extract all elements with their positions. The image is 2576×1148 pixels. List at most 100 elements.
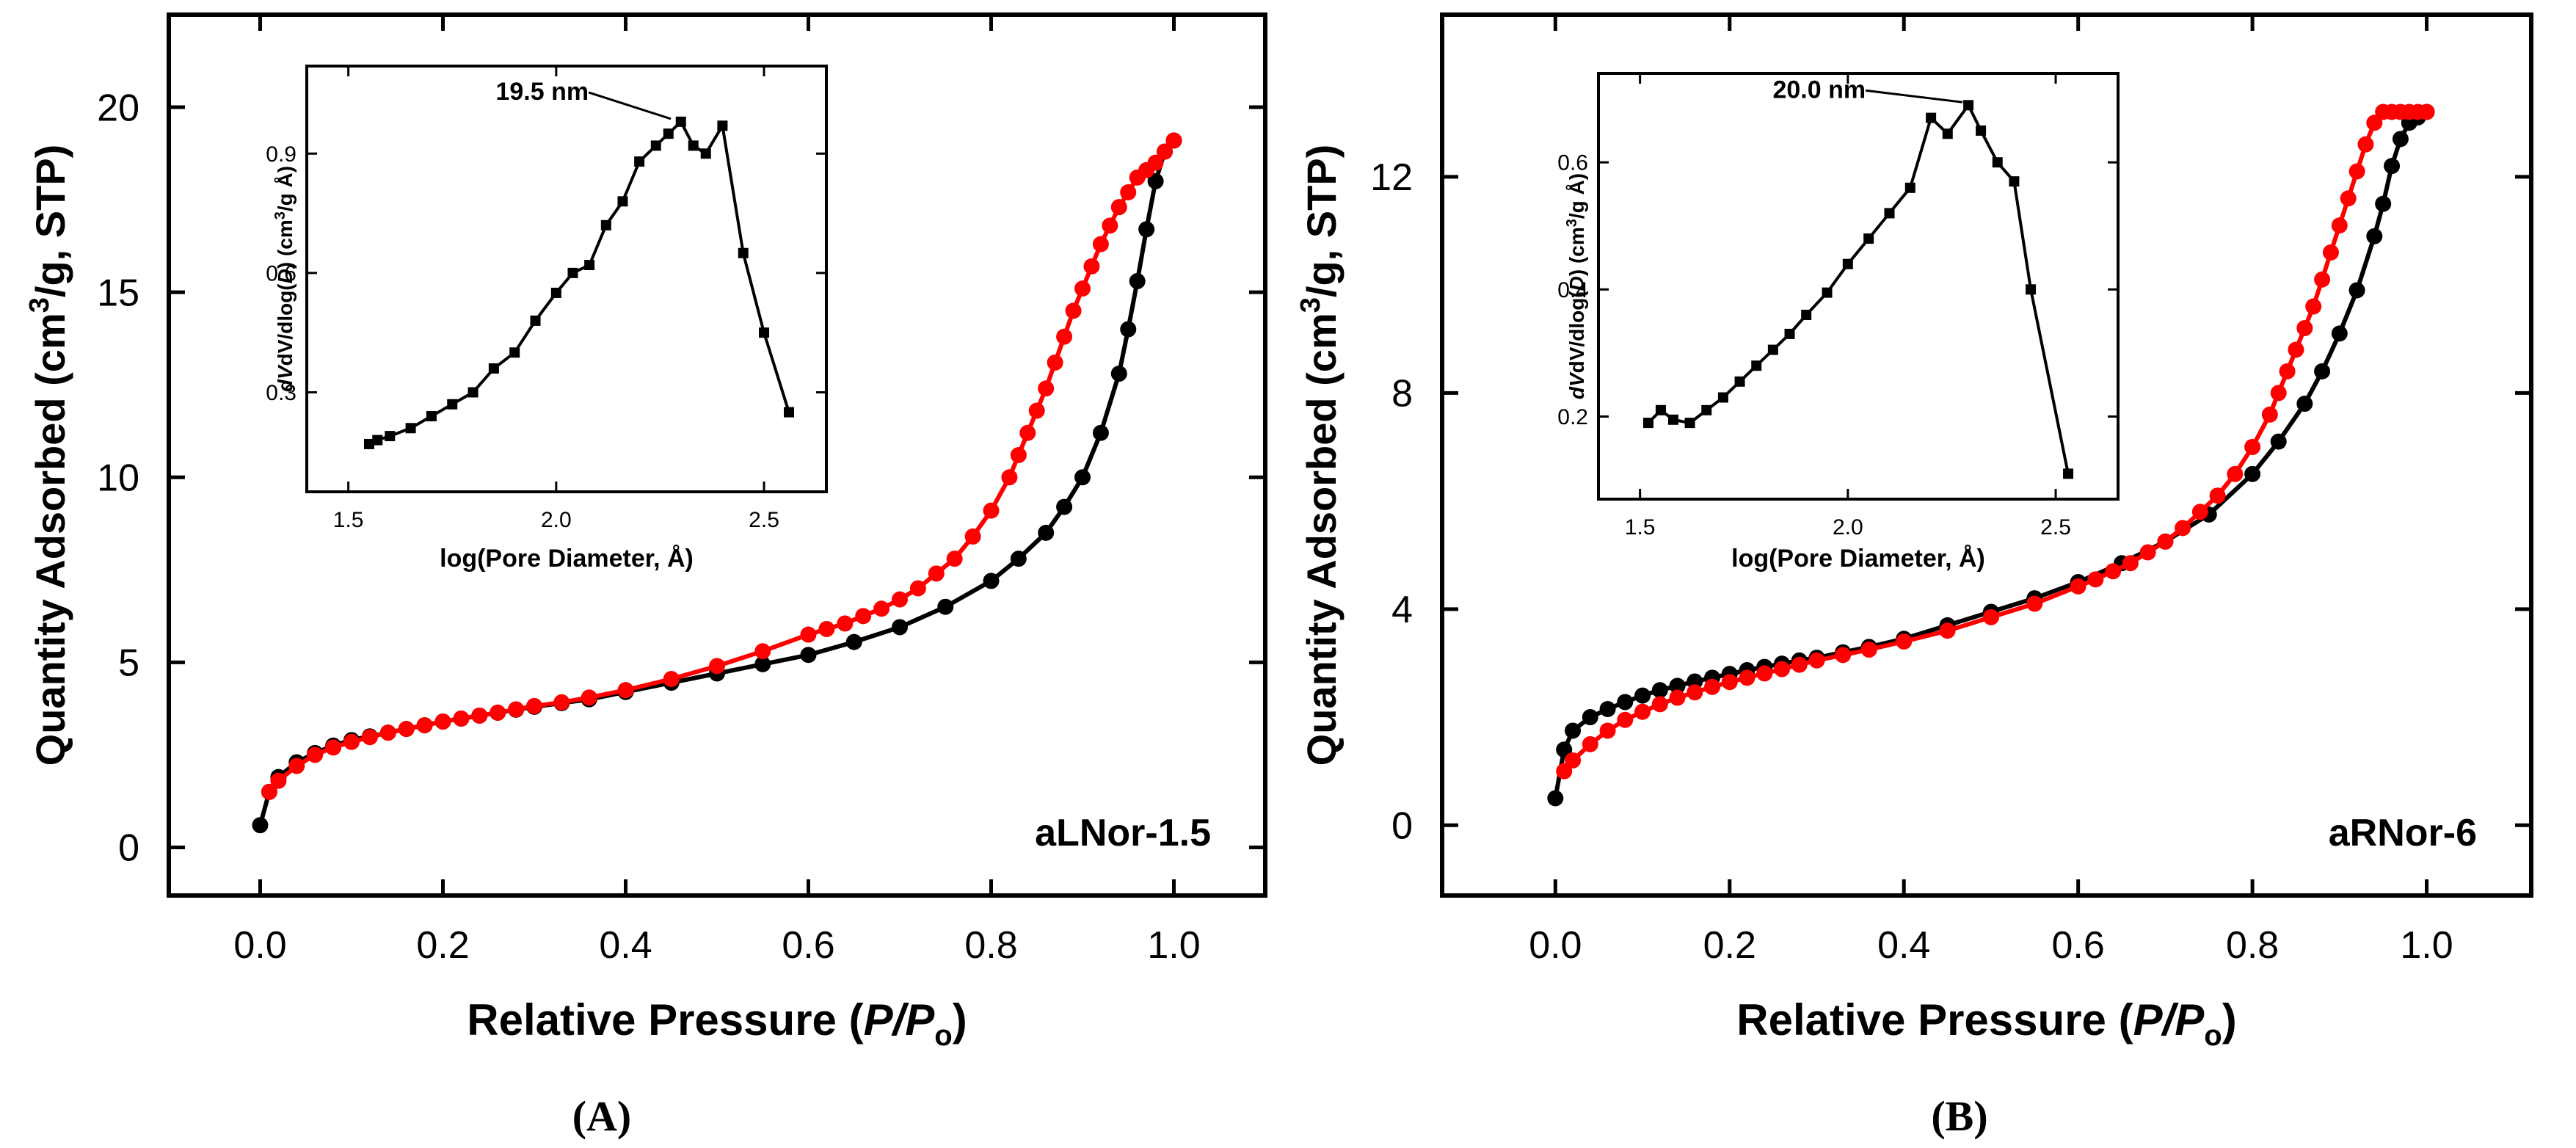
panel-b-x-axis-title: Relative Pressure (P/Po) (1736, 995, 2236, 1052)
panel-b-desorption-point (2279, 363, 2296, 379)
panel-b-desorption-point (1704, 678, 1721, 695)
panel-a-inset-psd-point (405, 423, 416, 434)
panel-a-y-title-part: 3 (24, 297, 55, 313)
panel-b-inset-x-tick-label: 1.5 (1625, 515, 1656, 540)
panel-b-inset-y-title-part: dV/dlog( (1565, 291, 1588, 374)
panel-a-y-title-part: /g, STP) (27, 145, 73, 297)
panel-b-peak-label: 20.0 nm (1772, 76, 1866, 103)
panel-b-inset-y-title-part: 3 (1564, 219, 1580, 227)
panel-b-desorption-point (1599, 722, 1616, 739)
panel-b-desorption-point (1617, 711, 1634, 728)
panel-b-adsorption-point (2331, 325, 2348, 342)
panel-a-desorption-point (983, 502, 1000, 519)
panel-a-adsorption-point (1092, 424, 1109, 441)
panel-b-desorption-point (1565, 752, 1582, 769)
panel-b-inset-y-title: dVdV/dlog(D) (cm3/g Å) (1564, 173, 1588, 399)
panel-b-inset-psd-point (1667, 414, 1678, 425)
panel-b-series-layer (1547, 103, 2435, 807)
panel-b-desorption-point (1774, 661, 1791, 677)
panel-b-desorption-point (1669, 689, 1686, 706)
panel-b-inset-y-title-part: D (1565, 276, 1588, 291)
panel-a-inset-y-title-part: D (274, 269, 296, 283)
panel-a-y-title-part: Quantity Adsorbed (cm (27, 313, 73, 766)
panel-b-inset-psd-point (1992, 157, 2003, 168)
panel-a-adsorption-point (983, 573, 1000, 589)
panel-a-inset-y-tick-label: 0.3 (266, 381, 296, 405)
panel-a-desorption-point (325, 739, 342, 756)
panel-a-desorption-point (1047, 354, 1063, 371)
panel-b-inset-y-title-part: ) (cm (1565, 227, 1588, 276)
panel-a-x-title-part: P (905, 995, 935, 1045)
panel-a-ticks-layer: 0.0 0.2 0.4 0.6 0.8 1.0 0 5 10 15 20 (97, 15, 1265, 967)
panel-a-inset-psd-point (488, 363, 499, 374)
panel-a-inset-y-title-part: Å (274, 172, 296, 187)
panel-a-desorption-point (1074, 280, 1091, 297)
panel-a-inset-y-tick-label: 0.6 (266, 261, 296, 286)
panel-a-inset-psd-point (717, 120, 728, 131)
panel-a-inset-y-title-part: ) (274, 166, 296, 172)
panel-a-inset-psd-point (700, 148, 711, 159)
panel-b-inset-y-tick-label: 0.6 (1557, 151, 1588, 175)
panel-b-adsorption-point (2270, 433, 2287, 450)
panel-a-desorption-line (267, 139, 1176, 793)
panel-b-inset-psd-point (1684, 418, 1695, 429)
panel-a-desorption-point (471, 707, 488, 724)
panel-a-inset-psd-point (688, 140, 699, 151)
panel-a-desorption-point (1038, 380, 1055, 397)
panel-b-inset-psd-point (1751, 360, 1762, 371)
panel-a-desorption-point (1120, 184, 1137, 201)
panel-a-inset-psd-point (738, 247, 749, 258)
panel-b-inset-psd-point (1976, 125, 1987, 136)
panel-b-adsorption-point (1669, 677, 1686, 694)
panel-a-desorption-point (837, 615, 854, 632)
panel-a-inset-psd-point (675, 116, 686, 127)
panel-b-desorption-point (2244, 438, 2261, 455)
panel-b-inset-psd-point (1784, 328, 1795, 339)
panel-a-y-tick-label: 15 (97, 272, 139, 314)
panel-a-adsorption-point (1138, 221, 1155, 238)
panel-b-y-tick-label: 8 (1391, 373, 1413, 415)
panel-a-adsorption-point (845, 633, 862, 650)
panel-a-adsorption-point (1120, 321, 1137, 338)
panel-a-inset-psd-point (426, 411, 437, 422)
panel-b-desorption-point (2331, 217, 2348, 234)
panel-a-desorption-point (946, 551, 963, 567)
panel-b-y-tick-label: 0 (1391, 804, 1413, 847)
panel-b-desorption-point (1651, 696, 1668, 713)
panel-b-desorption-point (2366, 115, 2383, 131)
panel-a-desorption-point (526, 697, 542, 714)
panel-b-inset-psd-point (2063, 468, 2074, 479)
panel-a-desorption-point (754, 643, 771, 660)
panel-a-desorption-point (1065, 302, 1082, 319)
panel-a-peak-label: 19.5 nm (495, 78, 589, 106)
panel-a-inset-psd-point (530, 315, 541, 326)
panel-a-inset-x-title: log(Pore Diameter, Å) (440, 545, 694, 573)
panel-b-y-tick-label: 4 (1391, 589, 1413, 631)
panel-a-inset-y-title-part: /g (274, 187, 296, 211)
panel-a-inset-psd-point (567, 267, 578, 278)
panel-a-desorption-point (1165, 132, 1182, 149)
panel-b-inset-psd-point (1642, 418, 1653, 429)
panel-a-desorption-point (617, 682, 634, 699)
panel-a-desorption-point (709, 658, 725, 675)
panel-b-desorption-point (1791, 656, 1808, 673)
panel-a-desorption-point (453, 710, 470, 727)
panel-a-desorption-point (1001, 469, 1018, 486)
panel-a-desorption-point (1110, 199, 1127, 216)
panel-b-desorption-point (2157, 533, 2174, 550)
panel-a-x-tick-label: 0.6 (782, 924, 834, 967)
panel-b-desorption-point (1860, 642, 1877, 658)
panel-b-desorption-point (1939, 622, 1956, 639)
panel-a-inset-y-tick-label: 0.9 (266, 142, 296, 167)
panel-a-y-tick-label: 5 (118, 642, 139, 685)
panel-b-adsorption-point (2366, 228, 2383, 244)
panel-b-inset-psd-point (1963, 100, 1974, 111)
panel-b-desorption-point (1982, 608, 1999, 625)
panel-a-inset-ticks-layer: 1.5 2.0 2.5 0.3 0.6 0.9 (266, 66, 826, 532)
panel-b-inset-ticks-layer: 1.5 2.0 2.5 0.2 0.4 0.6 (1557, 73, 2118, 540)
panel-b-desorption-point (1739, 669, 1755, 686)
panel-b-inset-y-tick-label: 0.4 (1557, 278, 1588, 302)
panel-a-desorption-point (1129, 169, 1146, 186)
panel-b-x-tick-label: 0.6 (2052, 924, 2105, 967)
